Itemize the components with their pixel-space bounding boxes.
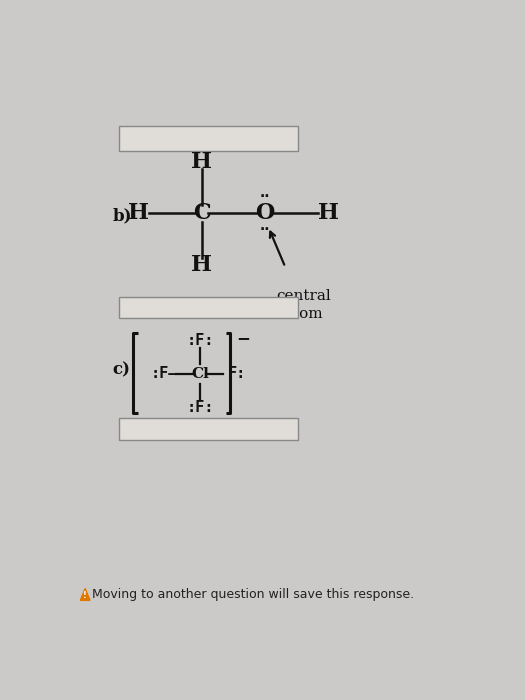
Text: b): b) <box>112 208 132 225</box>
Bar <box>119 418 298 440</box>
Text: ··: ·· <box>260 190 270 204</box>
Text: Cl: Cl <box>191 367 209 381</box>
Bar <box>119 125 298 151</box>
Text: c): c) <box>112 361 130 378</box>
Text: C: C <box>193 202 211 225</box>
Text: H: H <box>318 202 339 225</box>
Text: O: O <box>255 202 275 225</box>
Text: F:: F: <box>227 367 246 382</box>
Bar <box>119 297 298 319</box>
Polygon shape <box>80 589 90 601</box>
Text: H: H <box>192 151 213 173</box>
Text: :F:: :F: <box>186 400 214 415</box>
Text: central
atom: central atom <box>276 289 331 321</box>
Text: :F–: :F– <box>150 367 178 382</box>
Text: H: H <box>192 253 213 276</box>
Text: Moving to another question will save this response.: Moving to another question will save thi… <box>92 589 414 601</box>
Text: !: ! <box>83 591 87 600</box>
Text: :F:: :F: <box>186 333 214 348</box>
Text: ··: ·· <box>260 223 270 237</box>
Text: H: H <box>129 202 150 225</box>
Text: −: − <box>236 329 250 346</box>
